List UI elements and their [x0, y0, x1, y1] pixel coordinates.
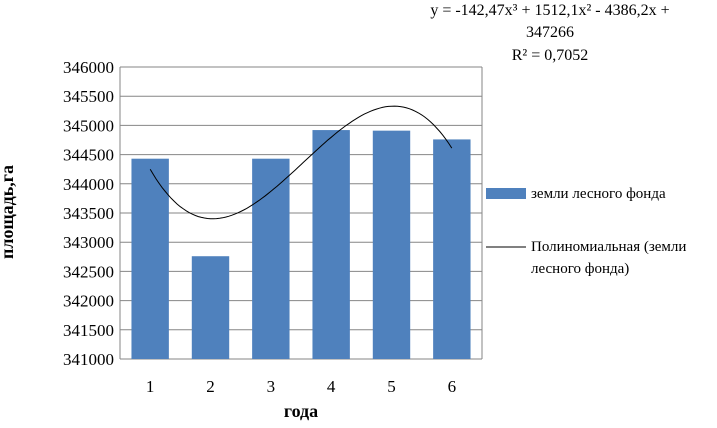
- x-tick-label: 4: [327, 377, 336, 396]
- y-tick-label: 345000: [63, 116, 114, 135]
- bar-5: [372, 130, 411, 359]
- x-tick-label: 2: [206, 377, 215, 396]
- y-axis-title: площадь,га: [0, 165, 17, 259]
- y-tick-label: 344500: [63, 146, 114, 165]
- y-tick-label: 341000: [63, 350, 114, 369]
- gridlines: [119, 66, 483, 360]
- bar-4: [312, 130, 350, 359]
- y-tick-label: 342000: [63, 292, 114, 311]
- x-tick-label: 3: [267, 377, 276, 396]
- trendline-r2: R² = 0,7052: [512, 47, 589, 64]
- bar-series: [131, 130, 471, 359]
- y-tick-label: 343500: [63, 204, 114, 223]
- y-axis-ticks: 341000 341500 342000 342500 343000 343500 3440…: [63, 58, 114, 369]
- x-axis-title: года: [284, 401, 318, 421]
- x-tick-label: 5: [387, 377, 396, 396]
- x-axis-ticks: 1 2 3 4 5 6: [146, 377, 456, 396]
- x-tick-label: 1: [146, 377, 155, 396]
- y-tick-label: 344000: [63, 175, 114, 194]
- y-tick-label: 345500: [63, 87, 114, 106]
- trendline-group: [149, 105, 453, 220]
- y-tick-label: 346000: [63, 58, 114, 77]
- bar-2: [191, 256, 230, 359]
- trendline-equation-line-2: 347266: [526, 24, 574, 41]
- bar-3: [252, 158, 290, 359]
- y-tick-label: 342500: [63, 262, 114, 281]
- legend-bar-label: земли лесного фонда: [531, 186, 666, 202]
- trendline: [149, 105, 453, 220]
- y-tick-label: 341500: [63, 321, 114, 340]
- trendline-equation-line-1: y = -142,47x³ + 1512,1x² - 4386,2x +: [430, 2, 669, 19]
- y-tick-label: 343000: [63, 233, 114, 252]
- legend-line-label-2: лесного фонда): [531, 261, 629, 277]
- bar-1: [131, 158, 169, 359]
- legend-bar-swatch: [486, 188, 526, 199]
- bar-6: [433, 139, 471, 359]
- legend-line-label-1: Полиномиальная (земли: [531, 239, 686, 255]
- x-tick-label: 6: [448, 377, 457, 396]
- legend: земли лесного фонда Полиномиальная (земл…: [486, 186, 686, 277]
